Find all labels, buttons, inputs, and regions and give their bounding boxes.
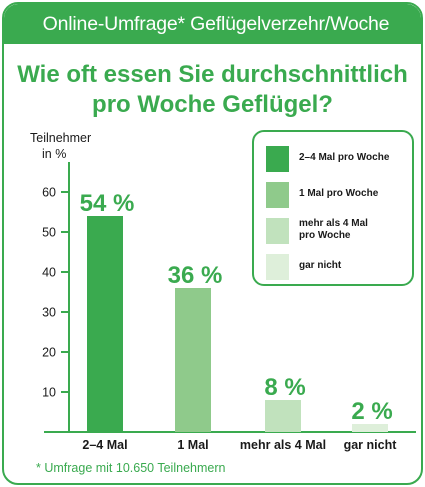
legend-item: mehr als 4 Mal pro Woche: [266, 218, 406, 246]
legend-label: 1 Mal pro Woche: [299, 188, 379, 199]
value-label: 36 %: [168, 262, 223, 289]
y-axis-label-line-2: in %: [42, 147, 67, 161]
category-label: 1 Mal: [177, 438, 208, 452]
y-tick-label: 20: [42, 346, 56, 360]
legend-box: 2–4 Mal pro Woche 1 Mal pro Woche mehr a…: [252, 130, 414, 286]
footnote: * Umfrage mit 10.650 Teilnehmern: [36, 461, 226, 475]
category-label: gar nicht: [344, 438, 398, 452]
y-tick-label: 60: [42, 186, 56, 200]
legend-label: gar nicht: [299, 260, 342, 271]
header-title: Online-Umfrage* Geflügelverzehr/Woche: [42, 13, 390, 35]
question-line-2: pro Woche Geflügel?: [92, 91, 333, 118]
category-label: 2–4 Mal: [82, 438, 127, 452]
chart-question: Wie oft essen Sie durchschnittlich pro W…: [4, 60, 421, 120]
header-bar: [4, 4, 421, 44]
value-label: 8 %: [264, 374, 305, 401]
legend-swatch: [266, 182, 289, 208]
bar: [352, 424, 388, 432]
bar: [265, 400, 301, 432]
category-label: mehr als 4 Mal: [240, 438, 326, 452]
y-tick-label: 40: [42, 266, 56, 280]
legend-swatch: [266, 254, 289, 280]
y-tick-label: 50: [42, 226, 56, 240]
question-line-1: Wie oft essen Sie durchschnittlich: [17, 61, 408, 88]
y-axis-label-line-1: Teilnehmer: [30, 131, 92, 145]
legend-swatch: [266, 146, 289, 172]
value-label: 2 %: [351, 398, 392, 425]
legend-item: 2–4 Mal pro Woche: [266, 146, 406, 174]
legend-label: 2–4 Mal pro Woche: [299, 152, 390, 163]
legend-swatch: [266, 218, 289, 244]
legend-item: 1 Mal pro Woche: [266, 182, 406, 210]
bar: [87, 216, 123, 432]
y-tick-label: 10: [42, 386, 56, 400]
legend-item: gar nicht: [266, 254, 406, 282]
value-label: 54 %: [80, 190, 135, 217]
bar-chart: 10 20 30 40 50 60 54 % 2–4 Mal 36 % 1 Mal 8 % mehr …: [42, 162, 416, 452]
legend-label: mehr als 4 Mal pro Woche: [299, 218, 368, 241]
bar: [175, 288, 211, 432]
y-axis-label: Teilnehmer in %: [30, 130, 91, 162]
y-tick-label: 30: [42, 306, 56, 320]
